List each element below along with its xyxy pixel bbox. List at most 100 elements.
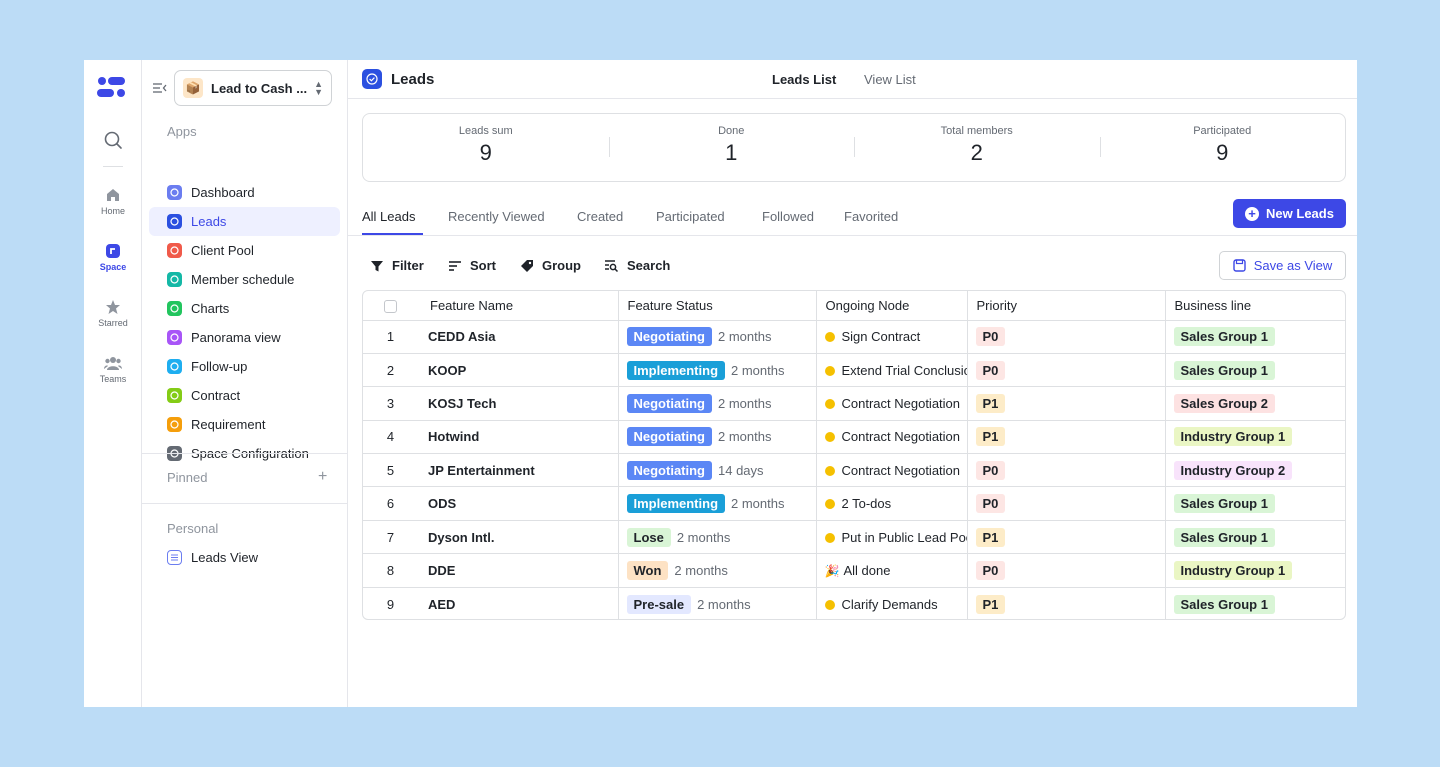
ongoing-node-cell[interactable]: Put in Public Lead Pool — [816, 520, 968, 555]
ongoing-node-cell[interactable]: Contract Negotiation — [816, 386, 968, 421]
priority-cell[interactable]: P1 — [967, 386, 1166, 421]
business-line-cell[interactable]: Industry Group 2 — [1165, 453, 1345, 488]
table-row[interactable]: 3 KOSJ Tech Negotiating 2 months Contract Ne… — [363, 386, 1345, 421]
feature-name[interactable]: CEDD Asia — [418, 320, 619, 354]
tab-leads-list[interactable]: Leads List — [772, 72, 837, 87]
table-row[interactable]: 7 Dyson Intl. Lose 2 months Put in Public Le… — [363, 520, 1345, 555]
priority-cell[interactable]: P0 — [967, 486, 1166, 521]
save-as-view-button[interactable]: Save as View — [1219, 251, 1346, 280]
feature-status-cell[interactable]: Negotiating 14 days — [618, 453, 817, 488]
business-line-cell[interactable]: Sales Group 1 — [1165, 520, 1345, 555]
table-row[interactable]: 6 ODS Implementing 2 months 2 To-dos P0 Sales … — [363, 486, 1345, 521]
table-row[interactable]: 5 JP Entertainment Negotiating 14 days Contr… — [363, 453, 1345, 488]
ongoing-node-cell[interactable]: Extend Trial Conclusion — [816, 353, 968, 388]
ongoing-node-cell[interactable]: 2 To-dos — [816, 486, 968, 521]
feature-name[interactable]: KOOP — [418, 353, 619, 388]
feature-name[interactable]: DDE — [418, 553, 619, 588]
sort-button[interactable]: Sort — [448, 258, 496, 273]
table-row[interactable]: 4 Hotwind Negotiating 2 months Contract Nego… — [363, 420, 1345, 455]
rail-item-starred[interactable]: Starred — [84, 299, 142, 328]
rail-item-space[interactable]: Space — [84, 243, 142, 272]
feature-name[interactable]: KOSJ Tech — [418, 386, 619, 421]
feature-status-cell[interactable]: Pre-sale 2 months — [618, 587, 817, 619]
business-line-cell[interactable]: Industry Group 1 — [1165, 420, 1345, 455]
business-line-cell[interactable]: Industry Group 1 — [1165, 553, 1345, 588]
tab-followed[interactable]: Followed — [762, 209, 815, 224]
feature-name[interactable]: Dyson Intl. — [418, 520, 619, 555]
table-row[interactable]: 9 AED Pre-sale 2 months Clarify Demands P1 Sal… — [363, 587, 1345, 619]
sidebar-item-leads[interactable]: Leads — [149, 207, 340, 236]
column-header-feature-status[interactable]: Feature Status — [618, 291, 817, 321]
ongoing-node-cell[interactable]: 🎉 All done — [816, 553, 968, 588]
tab-favorited[interactable]: Favorited — [844, 209, 899, 224]
sidebar-item-client-pool[interactable]: Client Pool — [149, 236, 340, 265]
feature-status-cell[interactable]: Lose 2 months — [618, 520, 817, 555]
search-button[interactable]: Search — [604, 258, 670, 273]
sidebar-item-dashboard[interactable]: Dashboard — [149, 178, 340, 207]
status-duration: 2 months — [718, 429, 772, 445]
priority-cell[interactable]: P1 — [967, 420, 1166, 455]
sidebar-item-member-schedule[interactable]: Member schedule — [149, 265, 340, 294]
sidebar-item-panorama-view[interactable]: Panorama view — [149, 323, 340, 352]
column-header-business-line[interactable]: Business line — [1165, 291, 1345, 321]
select-all-checkbox[interactable] — [384, 299, 397, 313]
table-row[interactable]: 2 KOOP Implementing 2 months Extend Trial Co… — [363, 353, 1345, 388]
business-line-cell[interactable]: Sales Group 1 — [1165, 486, 1345, 521]
column-header-ongoing-node[interactable]: Ongoing Node — [816, 291, 968, 321]
sidebar-item-requirement[interactable]: Requirement — [149, 410, 340, 439]
business-line-cell[interactable]: Sales Group 1 — [1165, 353, 1345, 388]
rail-item-teams[interactable]: Teams — [84, 355, 142, 384]
feature-status-cell[interactable]: Negotiating 2 months — [618, 386, 817, 421]
sidebar-item-follow-up[interactable]: Follow-up — [149, 352, 340, 381]
column-header-feature-name[interactable]: Feature Name — [418, 291, 619, 321]
feature-status-cell[interactable]: Won 2 months — [618, 553, 817, 588]
feature-status-cell[interactable]: Implementing 2 months — [618, 353, 817, 388]
tab-created[interactable]: Created — [577, 209, 624, 224]
tab-view-list[interactable]: View List — [864, 72, 916, 87]
collapse-sidebar-icon[interactable] — [152, 80, 168, 96]
feature-name[interactable]: AED — [418, 587, 619, 619]
table-row[interactable]: 1 CEDD Asia Negotiating 2 months Sign Contra… — [363, 320, 1345, 354]
ongoing-node-cell[interactable]: Contract Negotiation — [816, 420, 968, 455]
ongoing-node-cell[interactable]: Sign Contract — [816, 320, 968, 354]
new-leads-button[interactable]: + New Leads — [1233, 199, 1346, 228]
ongoing-node-cell[interactable]: Clarify Demands — [816, 587, 968, 619]
priority-cell[interactable]: P0 — [967, 353, 1166, 388]
priority-cell[interactable]: P1 — [967, 520, 1166, 555]
feature-name[interactable]: Hotwind — [418, 420, 619, 455]
search-icon[interactable] — [103, 130, 123, 150]
column-header-priority[interactable]: Priority — [967, 291, 1166, 321]
business-line-cell[interactable]: Sales Group 2 — [1165, 386, 1345, 421]
priority-cell[interactable]: P1 — [967, 587, 1166, 619]
sidebar-item-leads-view[interactable]: Leads View — [149, 543, 340, 572]
box-icon: 📦 — [183, 78, 203, 98]
tab-participated[interactable]: Participated — [656, 209, 725, 224]
business-line-cell[interactable]: Sales Group 1 — [1165, 320, 1345, 354]
tab-all-leads[interactable]: All Leads — [362, 209, 416, 224]
add-pinned-button[interactable]: + — [318, 468, 328, 485]
status-duration: 14 days — [718, 462, 764, 478]
tab-recently-viewed[interactable]: Recently Viewed — [448, 209, 545, 224]
priority-cell[interactable]: P0 — [967, 553, 1166, 588]
app-logo-icon[interactable] — [97, 76, 127, 98]
feature-name[interactable]: JP Entertainment — [418, 453, 619, 488]
space-selector[interactable]: 📦 Lead to Cash ... ▲ ▼ — [174, 70, 332, 106]
feature-name[interactable]: ODS — [418, 486, 619, 521]
sidebar-item-charts[interactable]: Charts — [149, 294, 340, 323]
rail-item-home[interactable]: Home — [84, 187, 142, 216]
priority-cell[interactable]: P0 — [967, 320, 1166, 354]
business-line-cell[interactable]: Sales Group 1 — [1165, 587, 1345, 619]
feature-status-cell[interactable]: Implementing 2 months — [618, 486, 817, 521]
personal-section-title: Personal — [167, 521, 219, 536]
feature-status-cell[interactable]: Negotiating 2 months — [618, 420, 817, 455]
filter-button[interactable]: Filter — [370, 258, 424, 273]
priority-cell[interactable]: P0 — [967, 453, 1166, 488]
ongoing-node-cell[interactable]: Contract Negotiation — [816, 453, 968, 488]
table-row[interactable]: 8 DDE Won 2 months 🎉 All done P0 Industry Group… — [363, 553, 1345, 588]
business-line-tag: Sales Group 1 — [1173, 594, 1275, 614]
rail-item-label: Space — [99, 262, 127, 272]
group-button[interactable]: Group — [520, 258, 581, 273]
feature-status-cell[interactable]: Negotiating 2 months — [618, 320, 817, 354]
sort-icon — [449, 260, 461, 271]
sidebar-item-contract[interactable]: Contract — [149, 381, 340, 410]
